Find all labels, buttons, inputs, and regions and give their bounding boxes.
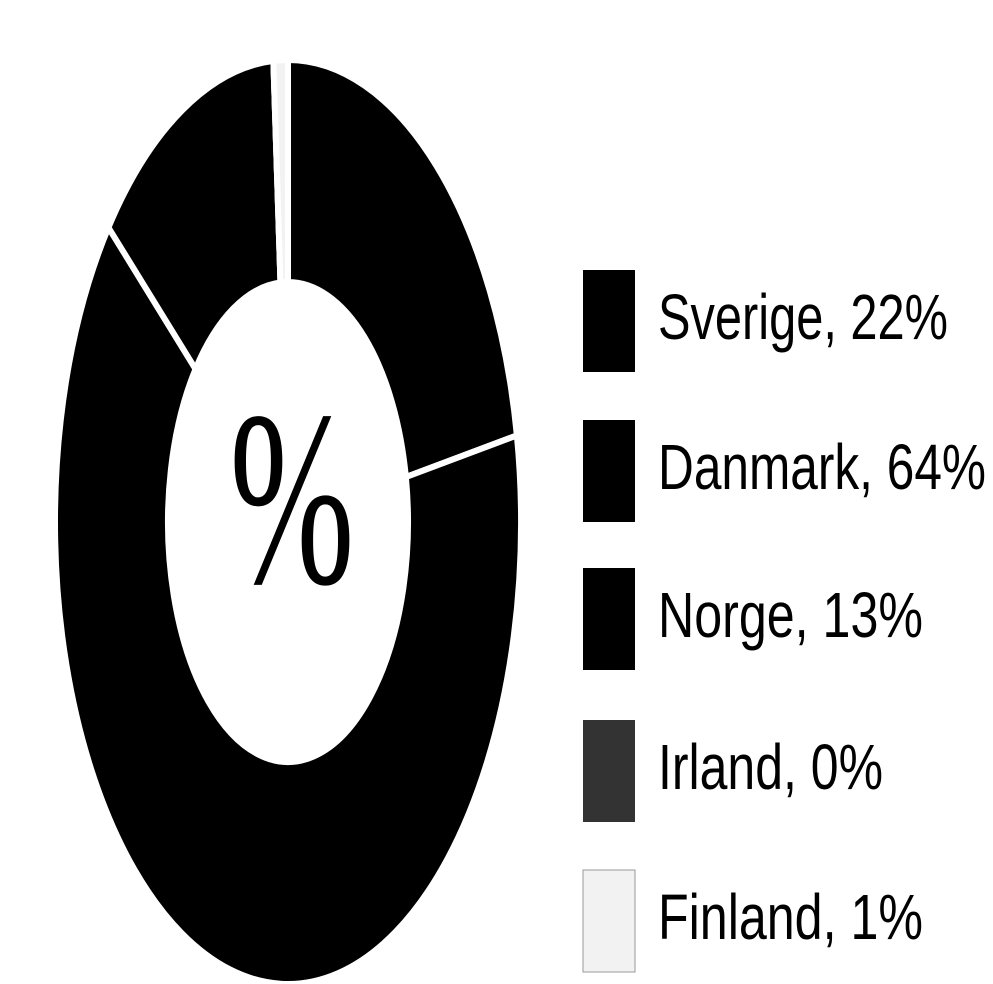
- center-label: %: [230, 360, 355, 637]
- legend-label: Sverige, 22%: [658, 281, 948, 353]
- legend-swatch: [583, 270, 635, 372]
- legend-label: Irland, 0%: [658, 731, 883, 803]
- legend-swatch: [583, 420, 635, 522]
- legend-swatch: [582, 869, 636, 973]
- donut-slice: [52, 220, 524, 984]
- donut-slice: [105, 57, 284, 376]
- donut-slice: [270, 56, 291, 286]
- legend-label: Finland, 1%: [658, 881, 923, 953]
- legend-swatch: [583, 720, 635, 822]
- donut-slice: [285, 56, 521, 482]
- legend-label: Norge, 13%: [658, 579, 923, 651]
- legend-label: Danmark, 64%: [658, 431, 986, 503]
- legend-swatch: [583, 568, 635, 670]
